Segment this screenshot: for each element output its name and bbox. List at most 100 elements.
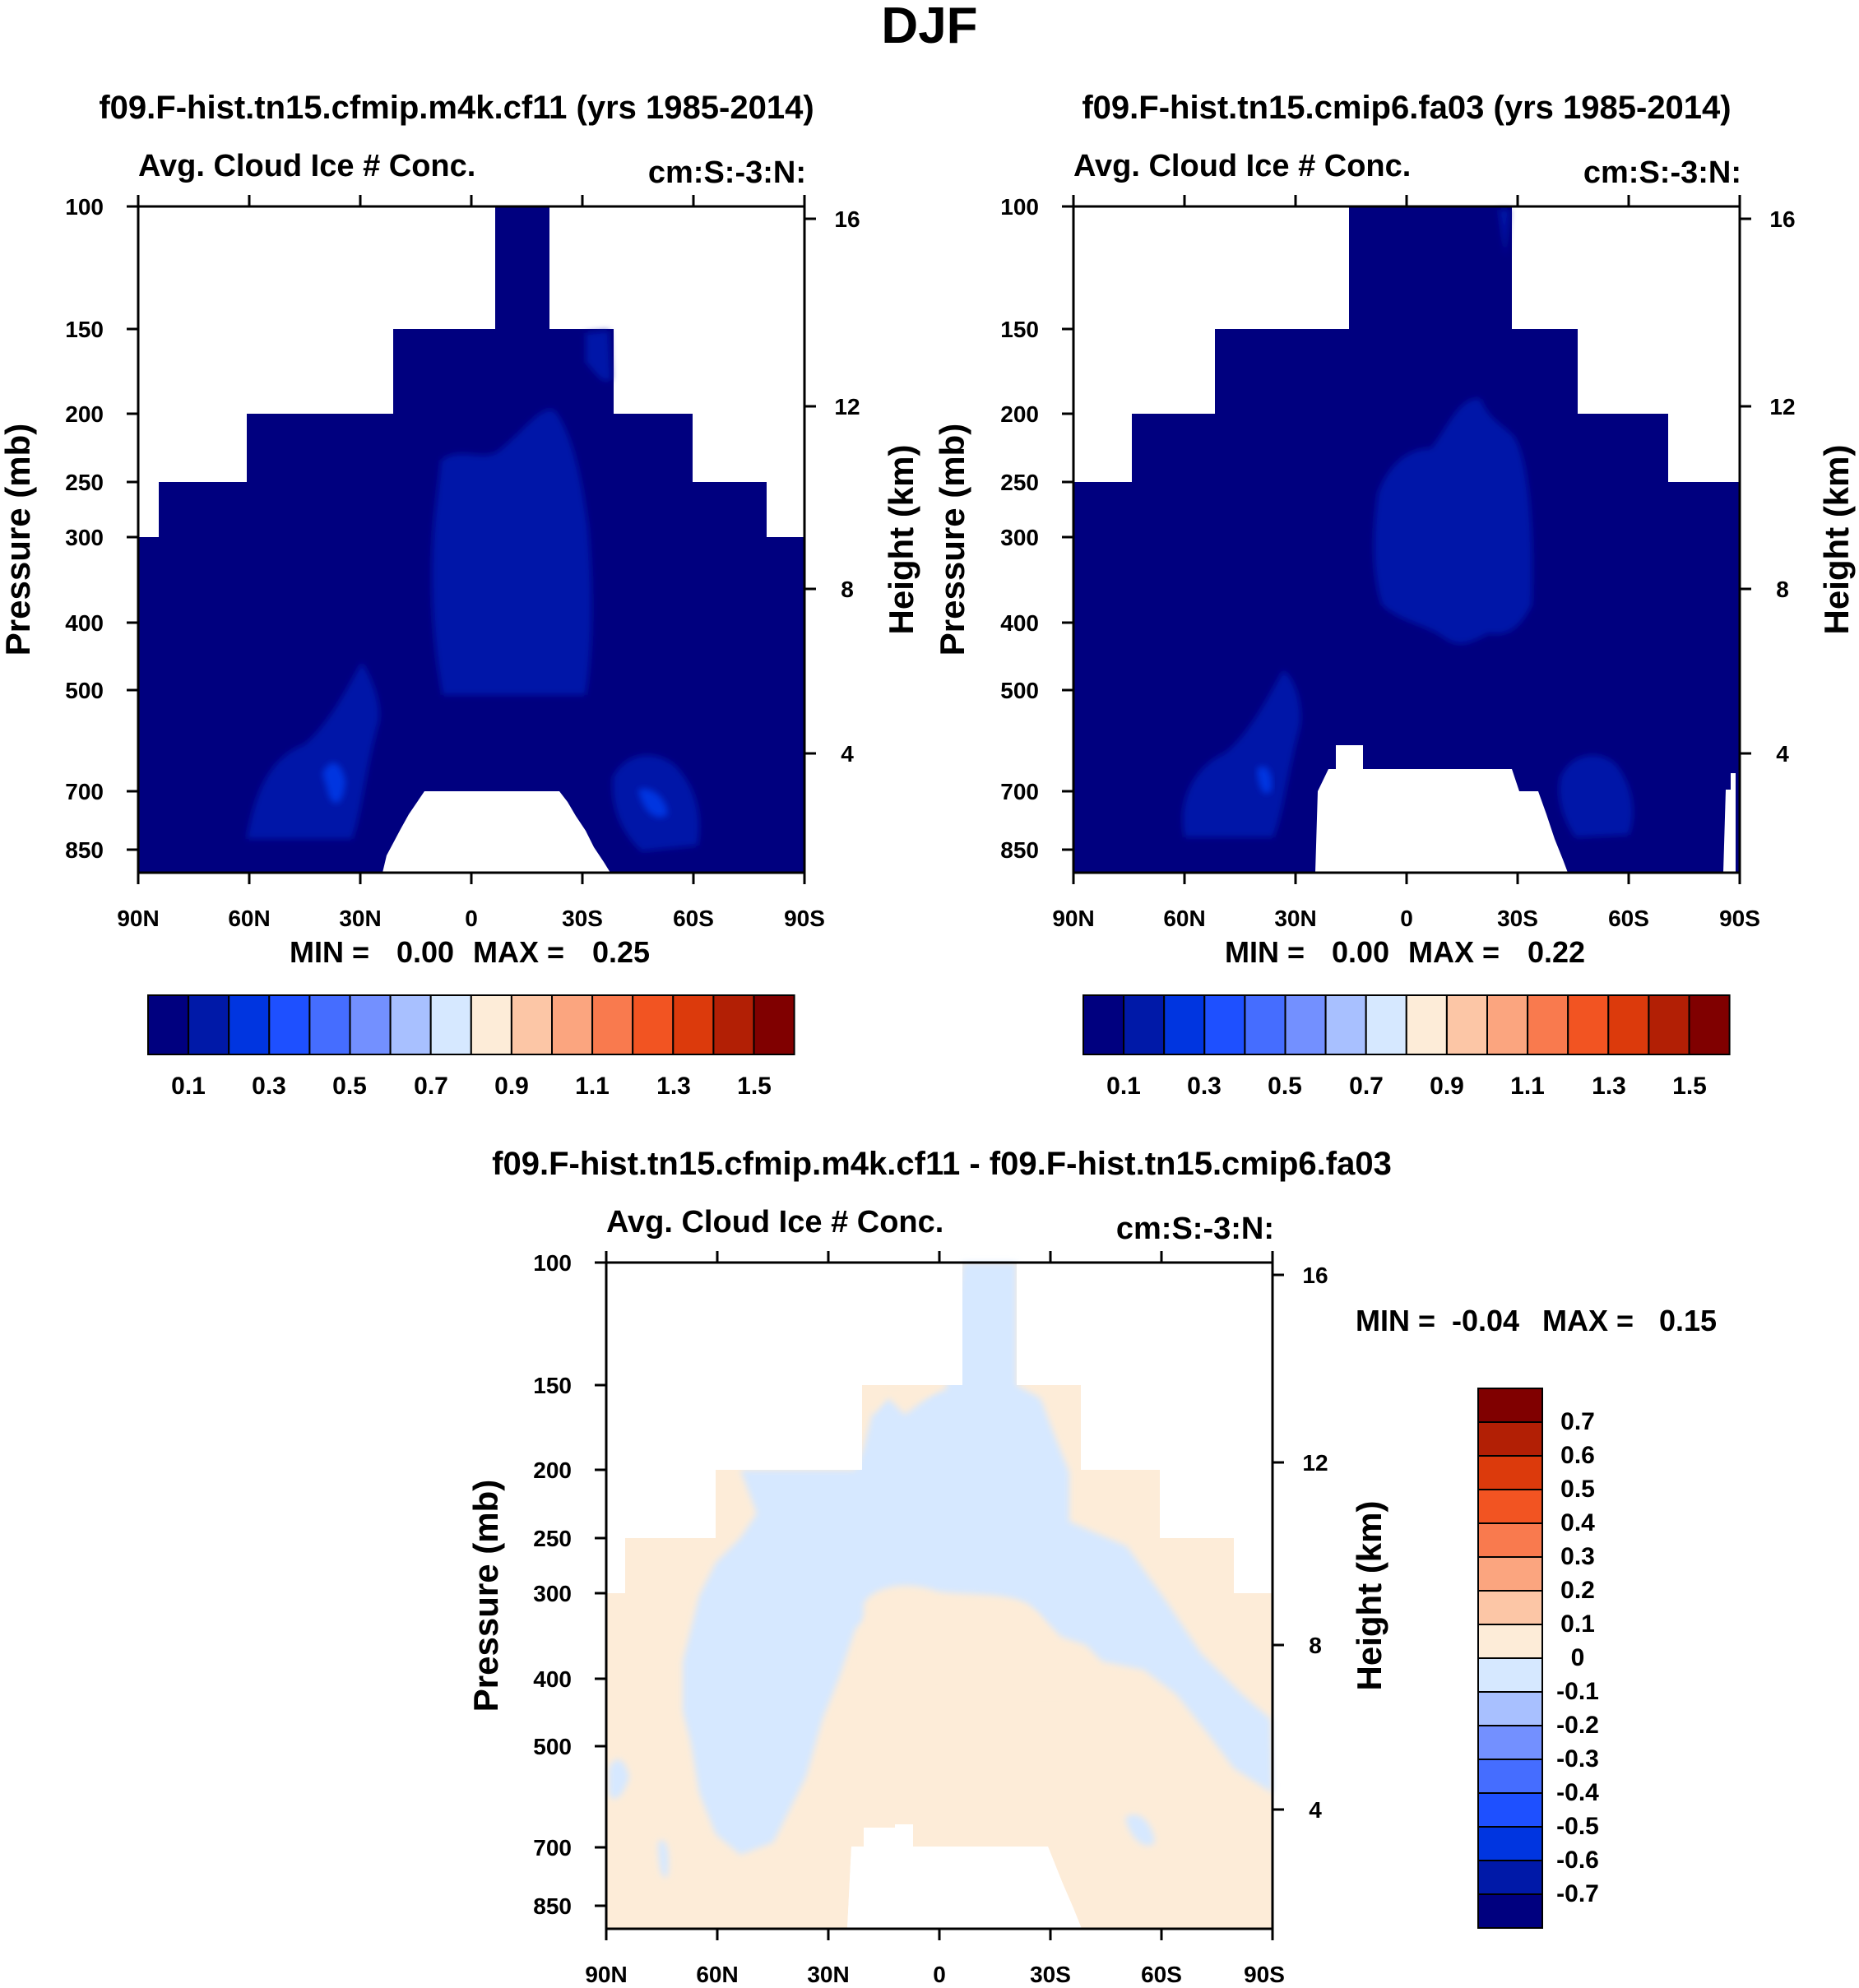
panel-2-colorbar-swatch-1 xyxy=(1123,994,1166,1055)
panel-2-cbar-label-2: 0.5 xyxy=(1268,1073,1302,1100)
panel-3-cbar-label-0: 0.7 xyxy=(1560,1408,1595,1435)
panel-2-cbar-label-7: 1.5 xyxy=(1672,1073,1707,1100)
panel-3-colorbar-swatch-8 xyxy=(1477,1624,1543,1659)
panel-2-nh-core xyxy=(1257,766,1273,794)
panel-2-rtick-0: 16 xyxy=(1769,206,1795,232)
panel-1-colorbar-swatch-5 xyxy=(349,994,392,1055)
panel-3-colorbar-swatch-4 xyxy=(1477,1759,1543,1794)
panel-1-colorbar-swatch-15 xyxy=(753,994,795,1055)
panel-3-colorbar-swatch-13 xyxy=(1477,1455,1543,1490)
panel-3-colorbar-swatch-10 xyxy=(1477,1556,1543,1592)
panel-1-colorbar-swatch-2 xyxy=(228,994,271,1055)
panel-1-cbar-label-0: 0.1 xyxy=(171,1073,206,1100)
panel-3-cbar-label-6: 0.1 xyxy=(1560,1610,1595,1638)
panel-3-neg-sh-pocket xyxy=(1125,1814,1155,1846)
panel-1-ticks xyxy=(127,195,816,884)
panel-2-colorbar-swatch-5 xyxy=(1284,994,1327,1055)
panel-2-cbar-label-0: 0.1 xyxy=(1106,1073,1141,1100)
panel-3-title: f09.F-hist.tn15.cfmip.m4k.cf11 - f09.F-h… xyxy=(492,1146,1392,1182)
panel-2: f09.F-hist.tn15.cmip6.fa03 (yrs 1985-201… xyxy=(933,90,1856,1100)
panel-3-cbar-label-12: -0.5 xyxy=(1556,1813,1599,1840)
panel-2-rtick-1: 12 xyxy=(1769,394,1795,419)
panel-2-colorbar-swatch-3 xyxy=(1203,994,1246,1055)
panel-3-cbar-label-11: -0.4 xyxy=(1556,1779,1599,1806)
panel-1-ytick-6: 500 xyxy=(65,678,104,703)
panel-3-cbar-label-3: 0.4 xyxy=(1560,1509,1595,1536)
panel-2-ytick-6: 500 xyxy=(1000,678,1039,703)
panel-2-colorbar-swatch-0 xyxy=(1082,994,1125,1055)
panel-2-left-label: Avg. Cloud Ice # Conc. xyxy=(1073,149,1411,183)
panel-1-xtick-0: 90N xyxy=(117,906,159,931)
panel-3-right-label: cm:S:-3:N: xyxy=(1116,1212,1274,1246)
panel-3-ytick-7: 700 xyxy=(533,1835,572,1861)
panel-2-tropical-blob xyxy=(1374,398,1532,644)
panel-1-colorbar-swatch-1 xyxy=(188,994,230,1055)
panel-2-colorbar xyxy=(1082,994,1731,1055)
panel-2-xtick-3: 0 xyxy=(1400,906,1413,931)
panel-1-colorbar-swatch-4 xyxy=(308,994,351,1055)
panel-3-colorbar-labels: 0.7 0.6 0.5 0.4 0.3 0.2 0.1 0 -0.1 -0.2 … xyxy=(1556,1408,1599,1907)
panel-3-cbar-label-2: 0.5 xyxy=(1560,1476,1595,1503)
panel-1-rtick-2: 8 xyxy=(841,577,854,602)
panel-1-colorbar-labels: 0.1 0.3 0.5 0.7 0.9 1.1 1.3 1.5 xyxy=(171,1073,772,1100)
panel-1-colorbar-swatch-13 xyxy=(672,994,715,1055)
panel-3-colorbar-swatch-5 xyxy=(1477,1725,1543,1760)
panel-3-cbar-label-13: -0.6 xyxy=(1556,1847,1599,1874)
panel-1-colorbar-swatch-11 xyxy=(591,994,634,1055)
panel-2-cbar-label-6: 1.3 xyxy=(1592,1073,1626,1100)
panel-2-nh-blob xyxy=(1182,670,1301,837)
panel-3-topography-cover xyxy=(847,1828,1082,1929)
panel-1-colorbar-swatch-10 xyxy=(551,994,594,1055)
panel-1-xtick-3: 0 xyxy=(465,906,478,931)
panel-2-colorbar-swatch-8 xyxy=(1405,994,1448,1055)
panel-3-cbar-label-4: 0.3 xyxy=(1560,1543,1595,1570)
panel-3-ytick-8: 850 xyxy=(533,1893,572,1919)
panel-3-rtick-0: 16 xyxy=(1302,1263,1328,1288)
panel-1-cbar-label-3: 0.7 xyxy=(414,1073,448,1100)
panel-3-ylabel: Pressure (mb) xyxy=(466,1480,505,1712)
panel-3-cbar-label-5: 0.2 xyxy=(1560,1577,1595,1604)
panel-3-cbar-label-9: -0.2 xyxy=(1556,1712,1599,1739)
panel-2-ytick-8: 850 xyxy=(1000,837,1039,863)
panel-1-ylabel: Pressure (mb) xyxy=(0,424,37,656)
panel-2-max-value: 0.22 xyxy=(1528,935,1585,969)
panel-3-colorbar-swatch-1 xyxy=(1477,1860,1543,1895)
panel-3-xtick-0: 90N xyxy=(585,1962,627,1987)
panel-2-ytick-5: 400 xyxy=(1000,610,1039,636)
panel-1-rtick-1: 12 xyxy=(834,394,860,419)
panel-1-colorbar-swatch-6 xyxy=(389,994,432,1055)
panel-1-ytick-7: 700 xyxy=(65,779,104,804)
panel-3-colorbar-swatch-15 xyxy=(1477,1388,1543,1423)
panel-3-left-label: Avg. Cloud Ice # Conc. xyxy=(606,1205,943,1240)
panel-1-xtick-2: 30N xyxy=(339,906,381,931)
panel-1-ytick-0: 100 xyxy=(65,194,104,220)
panel-1-axis-labels: 90N 60N 30N 0 30S 60S 90S 100 150 200 25… xyxy=(65,194,860,931)
panel-3-rtick-1: 12 xyxy=(1302,1450,1328,1476)
panel-2-colorbar-swatch-4 xyxy=(1244,994,1286,1055)
panel-1-colorbar-swatch-8 xyxy=(470,994,512,1055)
panel-2-colorbar-swatch-11 xyxy=(1527,994,1569,1055)
panel-2-colorbar-swatch-15 xyxy=(1688,994,1731,1055)
panel-3-cbar-label-1: 0.6 xyxy=(1560,1442,1595,1469)
panel-1-right-label: cm:S:-3:N: xyxy=(648,155,806,190)
panel-1-ytick-2: 200 xyxy=(65,401,104,427)
panel-2-colorbar-labels: 0.1 0.3 0.5 0.7 0.9 1.1 1.3 1.5 xyxy=(1106,1073,1707,1100)
panel-3-ytick-2: 200 xyxy=(533,1457,572,1483)
panel-2-title: f09.F-hist.tn15.cmip6.fa03 (yrs 1985-201… xyxy=(1082,90,1731,126)
panel-2-colorbar-swatch-13 xyxy=(1607,994,1650,1055)
panel-3-neg-central xyxy=(683,1263,1273,1855)
panel-2-axis-labels: 90N 60N 30N 0 30S 60S 90S 100 150 200 25… xyxy=(1000,194,1795,931)
panel-1-max-value: 0.25 xyxy=(592,935,650,969)
panel-1-rtick-0: 16 xyxy=(834,206,860,232)
panel-3-colorbar-swatch-14 xyxy=(1477,1421,1543,1457)
panel-1-stats: MIN = 0.00 MAX = 0.25 xyxy=(290,935,650,969)
panel-3-ytick-1: 150 xyxy=(533,1373,572,1398)
panel-2-colorbar-swatch-2 xyxy=(1163,994,1206,1055)
panel-3-pos-tropics xyxy=(864,1585,1069,1694)
panel-1-ylabel-right: Height (km) xyxy=(882,445,920,635)
panel-1-colorbar-swatch-14 xyxy=(712,994,755,1055)
panel-2-colorbar-swatch-12 xyxy=(1567,994,1610,1055)
panel-2-ytick-7: 700 xyxy=(1000,779,1039,804)
panel-3-mask-cover xyxy=(606,1263,1273,1593)
panel-2-xtick-0: 90N xyxy=(1052,906,1094,931)
